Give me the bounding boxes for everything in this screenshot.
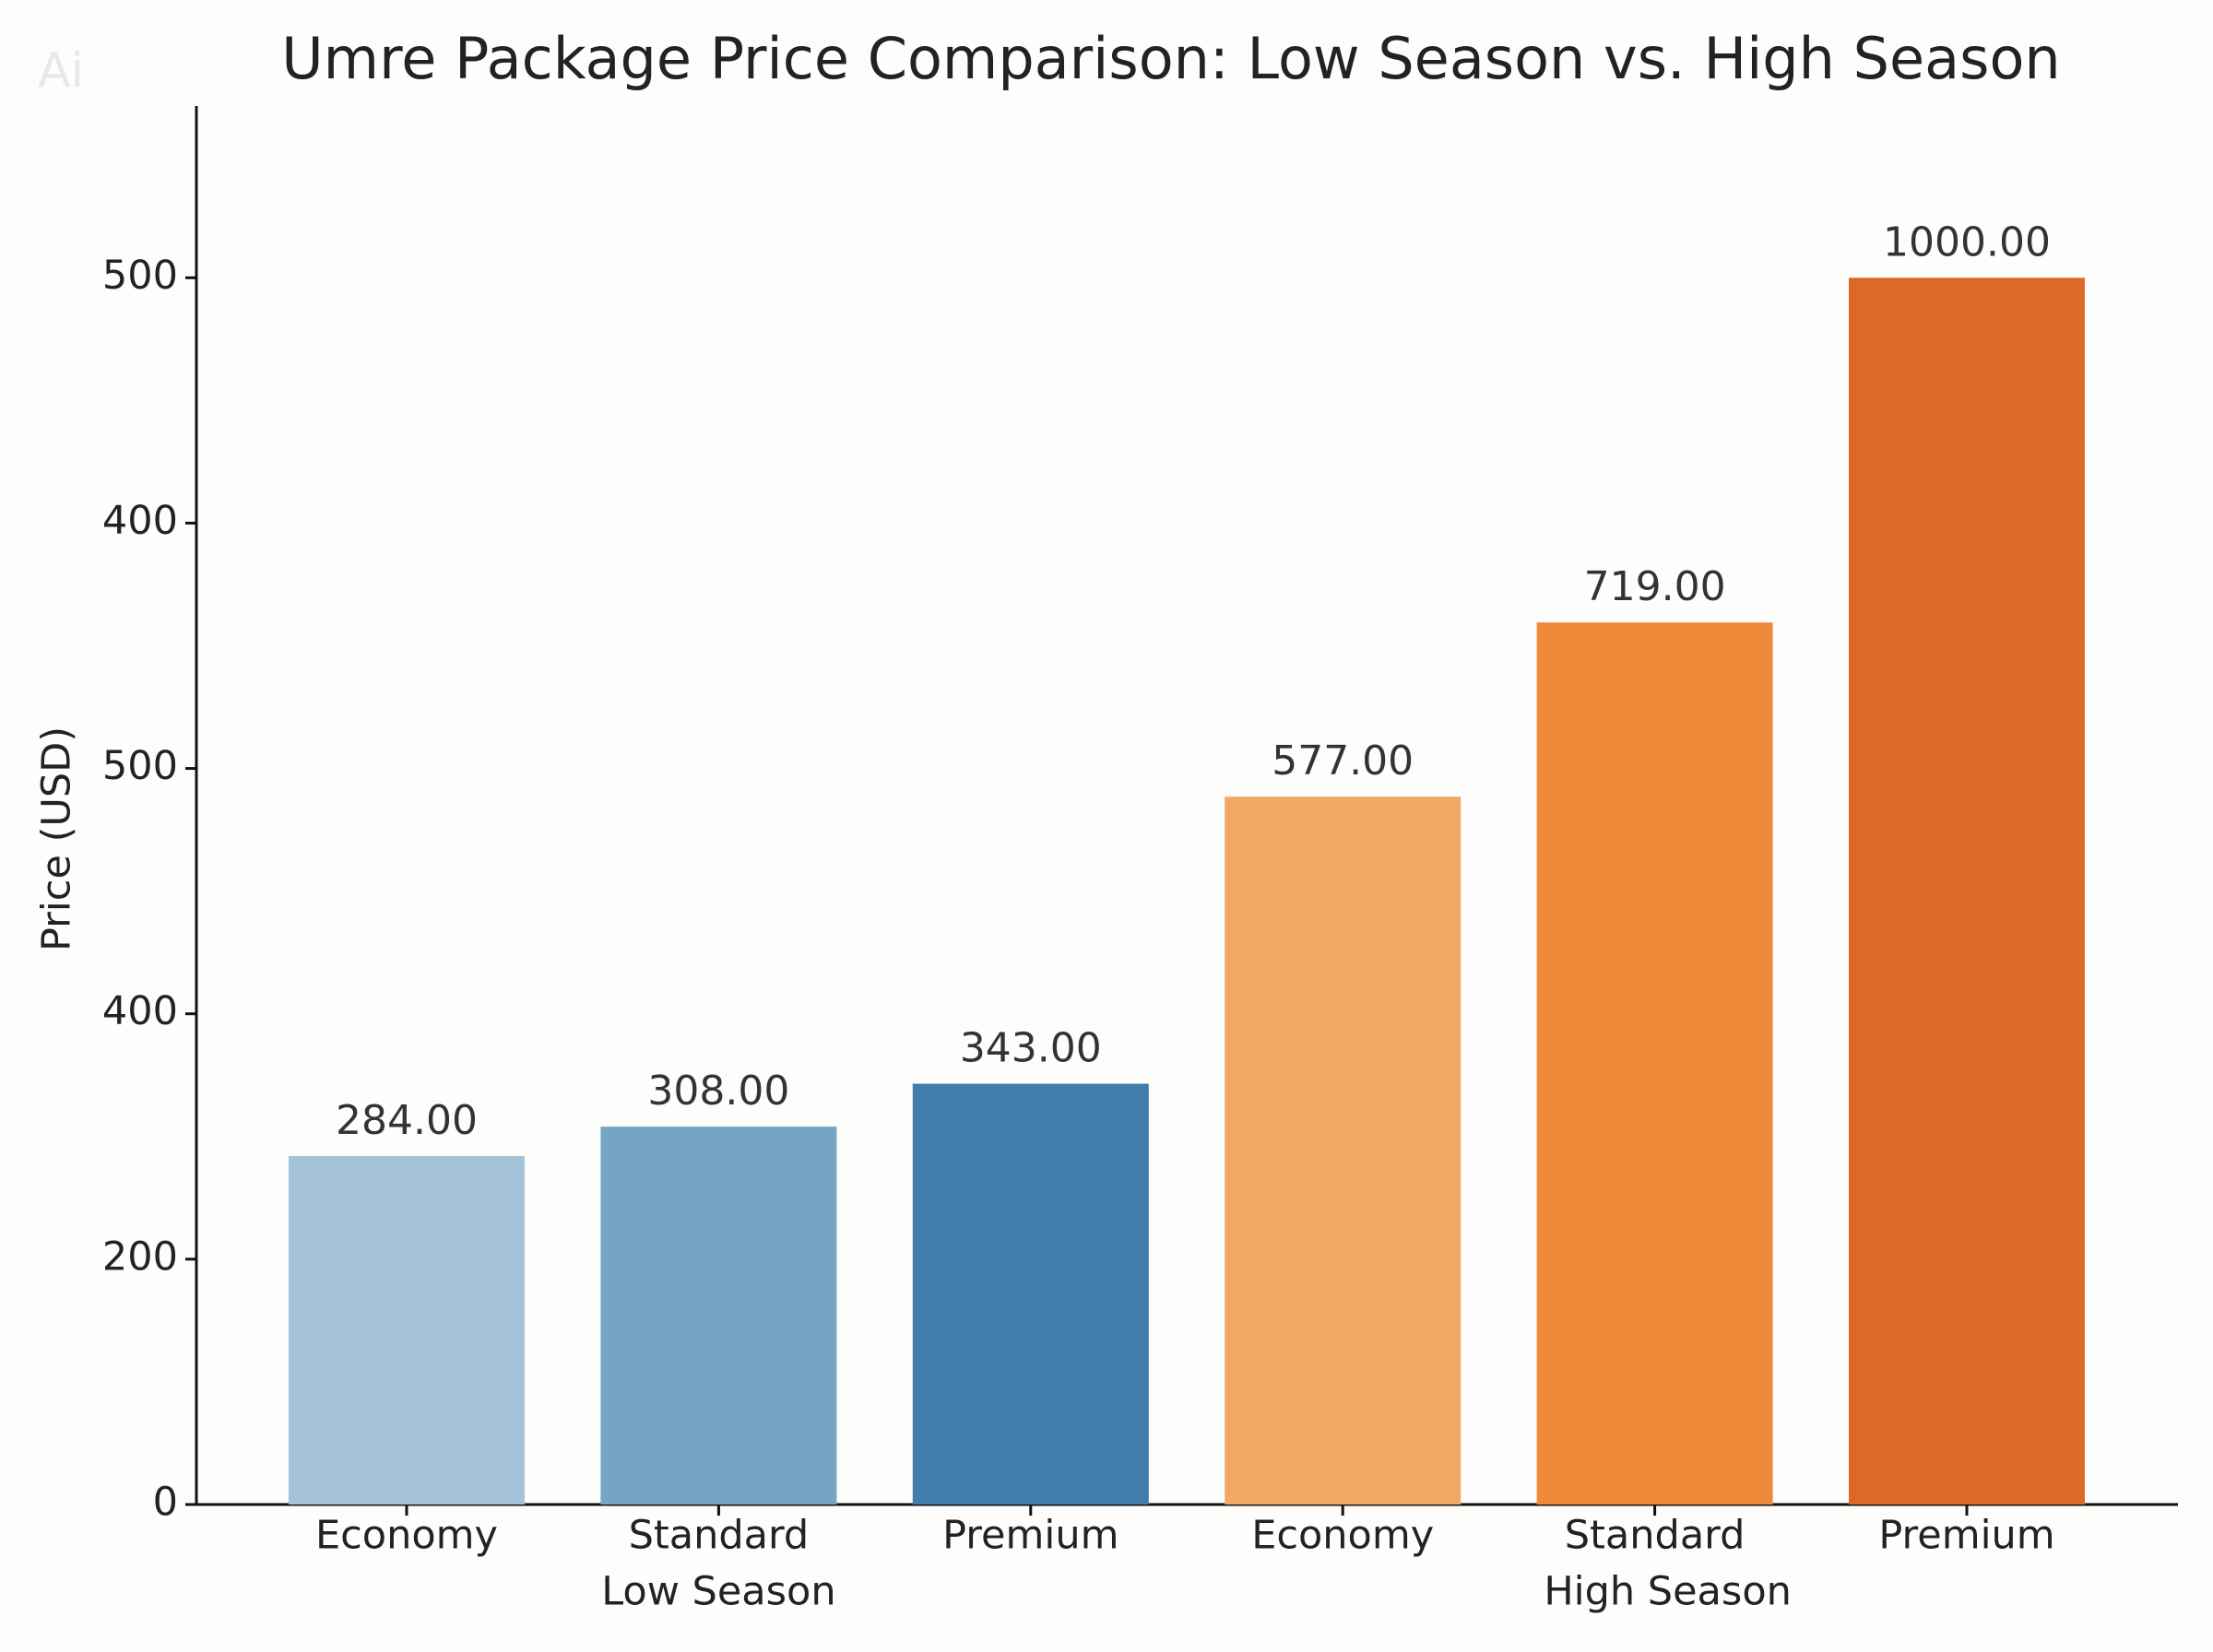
- chart-title: Umre Package Price Comparison: Low Seaso…: [281, 25, 2060, 92]
- value-label: 284.00: [336, 1097, 478, 1144]
- y-tick-label: 400: [102, 988, 178, 1034]
- value-label: 343.00: [960, 1025, 1102, 1072]
- bar: [289, 1156, 525, 1504]
- value-label: 719.00: [1584, 563, 1726, 610]
- y-axis-label: Price (USD): [34, 726, 80, 951]
- y-tick-label: 0: [153, 1480, 178, 1526]
- y-tick-label: 400: [102, 498, 178, 544]
- bar: [1849, 277, 2085, 1505]
- y-tick-label: 200: [102, 1233, 178, 1280]
- watermark: Ai: [38, 43, 84, 99]
- value-label: 1000.00: [1883, 218, 2051, 266]
- bar: [912, 1083, 1149, 1504]
- y-tick-label: 500: [102, 253, 178, 299]
- y-tick-label: 500: [102, 743, 178, 789]
- group-label: Low Season: [601, 1569, 835, 1615]
- group-label: High Season: [1544, 1569, 1792, 1615]
- bar: [1225, 796, 1462, 1504]
- x-tick-label: Economy: [315, 1513, 498, 1559]
- bar: [1536, 622, 1773, 1504]
- value-label: 577.00: [1272, 738, 1414, 785]
- x-tick-label: Economy: [1251, 1513, 1434, 1559]
- x-tick-label: Premium: [942, 1513, 1118, 1559]
- x-tick-label: Premium: [1878, 1513, 2054, 1559]
- x-tick-label: Standard: [629, 1513, 810, 1559]
- value-label: 308.00: [647, 1068, 789, 1115]
- x-tick-label: Standard: [1565, 1513, 1746, 1559]
- bar: [600, 1127, 837, 1504]
